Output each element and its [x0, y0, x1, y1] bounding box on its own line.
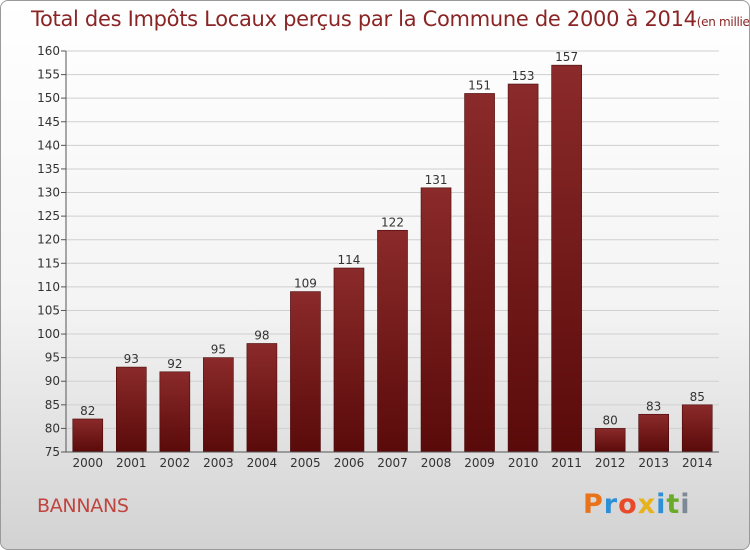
x-tick-label: 2009 [464, 456, 495, 470]
logo-letter: x [637, 489, 657, 520]
bar-2001 [116, 366, 147, 453]
value-label: 153 [512, 69, 535, 83]
y-tick-label: 100 [37, 327, 60, 341]
y-tick-label: 155 [37, 68, 60, 82]
bar-2014 [681, 404, 713, 453]
x-tick-label: 2012 [595, 456, 626, 470]
x-tick-label: 2006 [334, 456, 365, 470]
y-tick-label: 130 [37, 186, 60, 200]
value-label: 122 [381, 215, 404, 229]
bars: 82 93 92 95 98 109 114 122 131 151 153 157 80 83 85 [72, 50, 713, 453]
value-label: 109 [294, 277, 317, 291]
y-tick-label: 110 [37, 280, 60, 294]
x-tick-label: 2011 [551, 456, 582, 470]
bar-2008 [420, 187, 452, 453]
commune-name: BANNANS [37, 495, 129, 517]
y-tick-label: 135 [37, 162, 60, 176]
bar-2012 [594, 428, 626, 453]
y-axis: 75 80 85 90 95 100 105 110 115 120 125 130 135 140 145… [37, 44, 67, 459]
bar-2010 [507, 83, 539, 453]
value-label: 98 [254, 328, 269, 342]
x-tick-label: 2010 [508, 456, 539, 470]
x-tick-label: 2002 [160, 456, 191, 470]
x-tick-label: 2008 [421, 456, 452, 470]
logo-letter: i [656, 489, 667, 520]
value-label: 83 [646, 399, 661, 413]
proxiti-logo[interactable]: Proxiti [583, 489, 691, 520]
chart-title-unit: (en milliers d'€) [696, 15, 750, 29]
y-tick-label: 80 [45, 421, 60, 435]
y-tick-label: 160 [37, 44, 60, 58]
bar-2006 [333, 267, 365, 453]
y-tick-label: 85 [45, 398, 60, 412]
value-label: 82 [80, 404, 95, 418]
logo-letter: i [680, 489, 691, 520]
x-tick-label: 2003 [203, 456, 234, 470]
value-label: 157 [555, 50, 578, 64]
x-tick-label: 2014 [682, 456, 713, 470]
logo-letter: o [618, 489, 638, 520]
y-tick-label: 75 [45, 445, 60, 459]
bar-2004 [246, 343, 278, 453]
y-tick-label: 90 [45, 374, 60, 388]
value-label: 93 [124, 352, 139, 366]
x-tick-label: 2005 [290, 456, 321, 470]
logo-letter: P [583, 489, 604, 520]
bar-2002 [159, 371, 191, 453]
logo-letter: r [603, 489, 619, 520]
value-label: 131 [425, 173, 448, 187]
x-tick-label: 2007 [377, 456, 408, 470]
y-tick-label: 115 [37, 256, 60, 270]
value-label: 151 [468, 78, 491, 92]
y-tick-label: 95 [45, 351, 60, 365]
y-tick-label: 140 [37, 138, 60, 152]
value-label: 95 [211, 343, 226, 357]
bar-2000 [72, 418, 104, 453]
logo-letter: t [666, 489, 681, 520]
y-tick-label: 125 [37, 209, 60, 223]
value-label: 114 [338, 253, 361, 267]
value-label: 92 [167, 357, 182, 371]
bar-2005 [290, 291, 321, 453]
x-tick-label: 2000 [72, 456, 103, 470]
x-axis: 2000 2001 2002 2003 2004 2005 2006 2007 2008 2009… [66, 451, 719, 470]
bar-2003 [203, 357, 234, 453]
y-tick-label: 105 [37, 303, 60, 317]
value-label: 85 [690, 390, 705, 404]
bar-2009 [464, 93, 495, 453]
y-tick-label: 120 [37, 233, 60, 247]
bar-2011 [551, 64, 582, 453]
value-label: 80 [603, 413, 618, 427]
bar-2013 [638, 413, 670, 453]
y-tick-label: 150 [37, 91, 60, 105]
x-tick-label: 2013 [638, 456, 669, 470]
chart-title-text: Total des Impôts Locaux perçus par la Co… [31, 7, 697, 31]
bar-2007 [377, 229, 408, 453]
x-tick-label: 2004 [247, 456, 278, 470]
y-tick-label: 145 [37, 115, 60, 129]
x-tick-label: 2001 [116, 456, 147, 470]
chart-title: Total des Impôts Locaux perçus par la Co… [31, 7, 750, 31]
